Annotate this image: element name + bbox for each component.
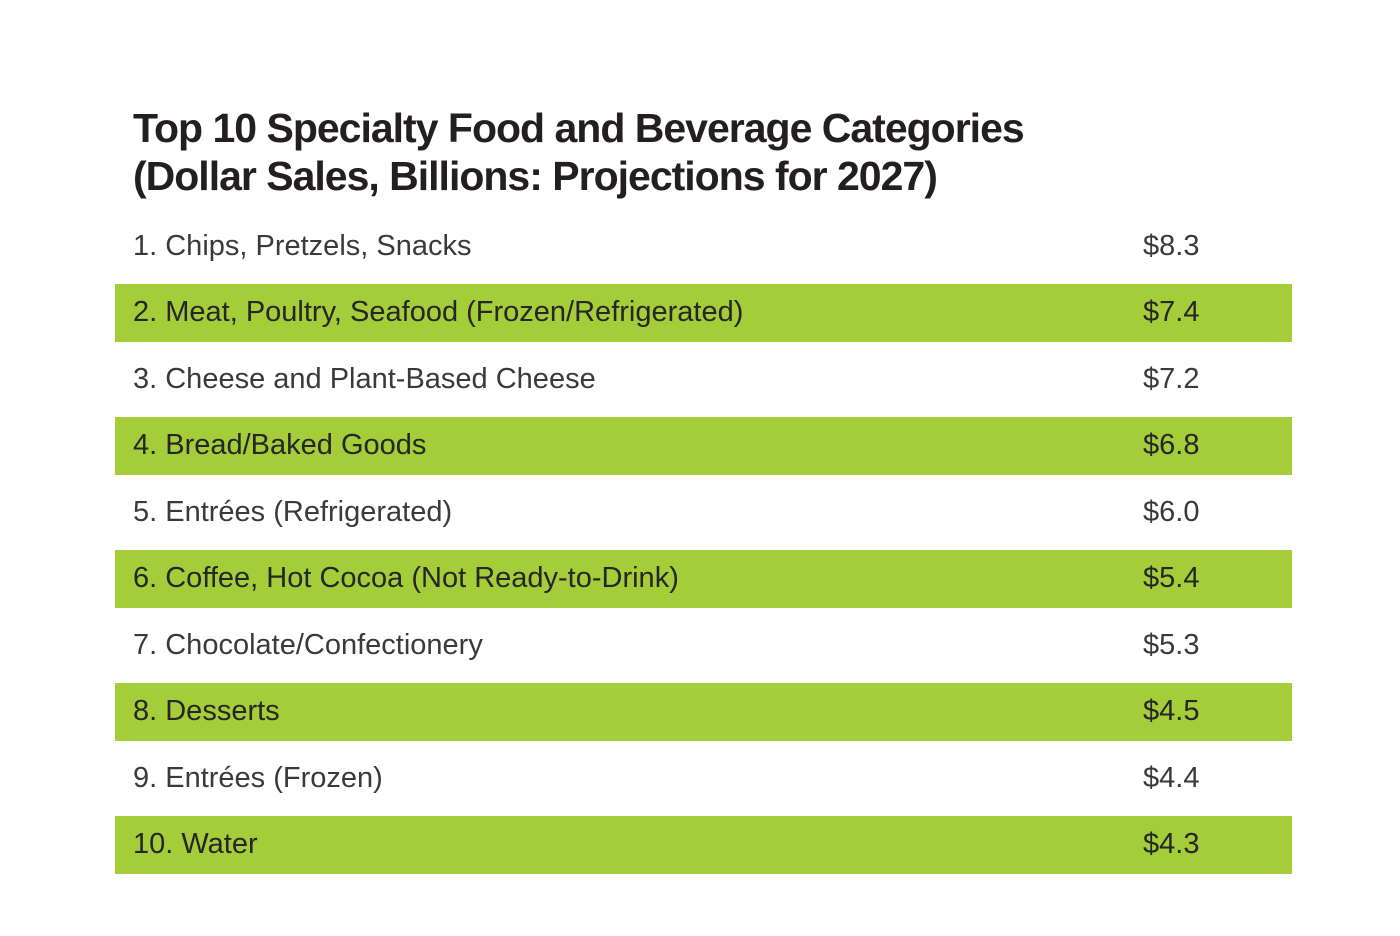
table-row: 5. Entrées (Refrigerated) $6.0 [115,483,1292,541]
page-title: Top 10 Specialty Food and Beverage Categ… [133,104,1025,200]
sales-value: $7.4 [1143,296,1200,328]
sales-value: $8.3 [1143,229,1200,262]
category-label: 7. Chocolate/Confectionery [133,628,483,661]
table-row: 1. Chips, Pretzels, Snacks $8.3 [115,217,1292,275]
table-row: 8. Desserts $4.5 [115,682,1292,741]
sales-value: $5.4 [1143,562,1200,594]
category-label: 3. Cheese and Plant-Based Cheese [133,362,596,395]
page-title-line2: (Dollar Sales, Billions: Projections for… [133,153,938,199]
sales-value: $4.5 [1143,695,1200,727]
ranking-table: 1. Chips, Pretzels, Snacks $8.3 2. Meat, P… [115,217,1292,874]
category-label: 10. Water [133,828,258,860]
sales-value: $6.0 [1143,495,1200,528]
category-label: 1. Chips, Pretzels, Snacks [133,229,472,262]
category-label: 2. Meat, Poultry, Seafood (Frozen/Refrig… [133,296,744,328]
page-title-line1: Top 10 Specialty Food and Beverage Categ… [133,105,1025,151]
table-row: 7. Chocolate/Confectionery $5.3 [115,616,1292,674]
sales-value: $4.4 [1143,761,1200,794]
category-label: 4. Bread/Baked Goods [133,429,427,461]
category-label: 8. Desserts [133,695,280,727]
category-label: 5. Entrées (Refrigerated) [133,495,453,528]
table-row: 9. Entrées (Frozen) $4.4 [115,749,1292,807]
category-label: 6. Coffee, Hot Cocoa (Not Ready-to-Drink… [133,562,679,594]
sales-value: $6.8 [1143,429,1200,461]
table-row: 3. Cheese and Plant-Based Cheese $7.2 [115,350,1292,408]
table-row: 10. Water $4.3 [115,815,1292,874]
table-row: 2. Meat, Poultry, Seafood (Frozen/Refrig… [115,283,1292,342]
sales-value: $7.2 [1143,362,1200,395]
table-row: 4. Bread/Baked Goods $6.8 [115,416,1292,475]
table-row: 6. Coffee, Hot Cocoa (Not Ready-to-Drink… [115,549,1292,608]
sales-value: $5.3 [1143,628,1200,661]
sales-value: $4.3 [1143,828,1200,860]
category-label: 9. Entrées (Frozen) [133,761,383,794]
